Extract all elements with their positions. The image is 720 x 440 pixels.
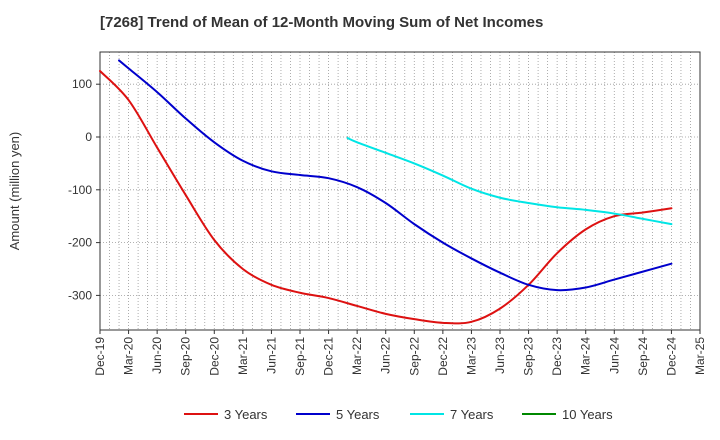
x-tick-label: Mar-24	[579, 337, 593, 375]
legend-label-3-years: 3 Years	[224, 407, 268, 422]
x-tick-label: Sep-21	[293, 337, 307, 376]
y-axis-title: Amount (million yen)	[7, 132, 22, 251]
y-tick-label: -300	[68, 288, 92, 302]
series-line-7-years	[346, 137, 673, 226]
x-tick-label: Dec-22	[436, 337, 450, 376]
y-tick-label: 0	[85, 130, 92, 144]
x-tick-label: Mar-23	[464, 337, 478, 375]
x-tick-label: Jun-23	[493, 337, 507, 374]
x-tick-label: Jun-20	[150, 337, 164, 374]
x-tick-label: Sep-24	[636, 337, 650, 376]
y-axis: 100 0 -100 -200 -300	[68, 77, 100, 302]
x-tick-label: Dec-23	[550, 337, 564, 376]
legend-label-10-years: 10 Years	[562, 407, 613, 422]
x-tick-label: Sep-20	[179, 337, 193, 376]
y-tick-label: -200	[68, 236, 92, 250]
series-layer	[99, 59, 673, 325]
x-tick-label: Dec-21	[322, 337, 336, 376]
x-tick-label: Dec-24	[664, 337, 678, 376]
x-tick-label: Mar-25	[693, 337, 707, 375]
chart-title: [7268] Trend of Mean of 12-Month Moving …	[100, 14, 544, 31]
x-tick-label: Jun-22	[379, 337, 393, 374]
series-line-3-years	[99, 70, 673, 325]
x-tick-label: Jun-21	[264, 337, 278, 374]
x-tick-label: Jun-24	[607, 337, 621, 374]
x-tick-label: Mar-21	[236, 337, 250, 375]
plot-frame	[99, 51, 701, 331]
legend-label-7-years: 7 Years	[450, 407, 494, 422]
x-axis: Dec-19 Mar-20 Jun-20 Sep-20 Dec-20 Mar-21 Jun-…	[93, 330, 707, 376]
x-tick-label: Dec-20	[207, 337, 221, 376]
series-line-5-years	[118, 59, 673, 292]
x-tick-label: Mar-22	[350, 337, 364, 375]
y-tick-label: -100	[68, 183, 92, 197]
x-tick-label: Sep-22	[407, 337, 421, 376]
legend-label-5-years: 5 Years	[336, 407, 380, 422]
y-tick-label: 100	[72, 77, 92, 91]
x-tick-label: Sep-23	[522, 337, 536, 376]
grid-layer	[100, 52, 700, 330]
x-tick-label: Mar-20	[122, 337, 136, 375]
legend: 3 Years 5 Years 7 Years 10 Years	[184, 407, 613, 422]
x-tick-label: Dec-19	[93, 337, 107, 376]
